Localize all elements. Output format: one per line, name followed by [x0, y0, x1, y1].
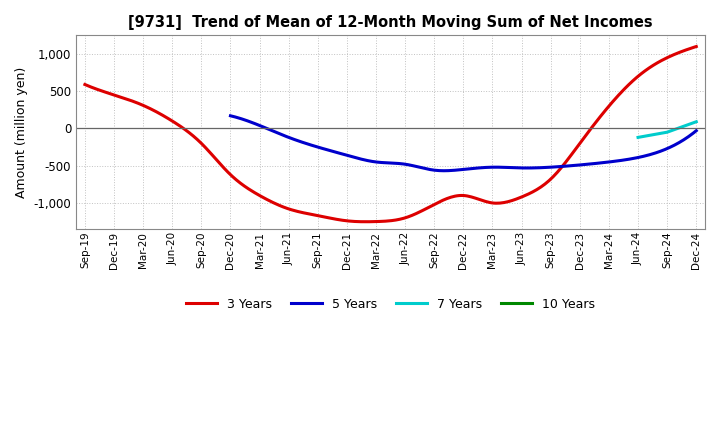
Title: [9731]  Trend of Mean of 12-Month Moving Sum of Net Incomes: [9731] Trend of Mean of 12-Month Moving … [128, 15, 653, 30]
Y-axis label: Amount (million yen): Amount (million yen) [15, 66, 28, 198]
Legend: 3 Years, 5 Years, 7 Years, 10 Years: 3 Years, 5 Years, 7 Years, 10 Years [181, 293, 600, 316]
